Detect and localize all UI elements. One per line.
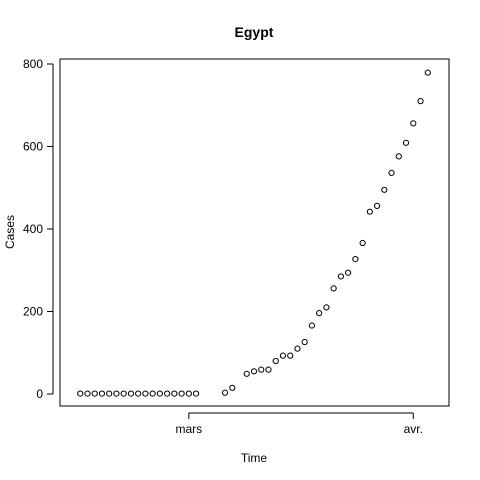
- data-point: [135, 390, 142, 397]
- data-point: [243, 370, 250, 377]
- data-point: [395, 153, 402, 160]
- data-point: [402, 139, 410, 146]
- y-axis-label: Cases: [3, 215, 17, 249]
- data-point: [258, 366, 265, 373]
- data-point: [149, 390, 156, 397]
- x-axis-label: Time: [241, 451, 268, 465]
- data-point: [279, 352, 287, 359]
- y-tick-label: 600: [23, 140, 43, 154]
- data-point: [221, 389, 229, 396]
- y-tick-label: 400: [23, 222, 43, 236]
- data-point: [323, 304, 330, 311]
- data-point: [91, 390, 98, 397]
- data-point: [388, 169, 395, 176]
- data-point: [366, 208, 373, 215]
- data-point: [106, 390, 113, 397]
- data-point: [294, 345, 301, 352]
- data-point: [84, 390, 91, 397]
- y-tick-label: 800: [23, 57, 43, 71]
- data-point: [164, 390, 171, 397]
- plot-frame: [59, 58, 450, 407]
- data-point: [352, 256, 359, 263]
- data-points: [77, 69, 431, 397]
- data-point: [308, 322, 316, 329]
- data-point: [178, 390, 185, 397]
- data-point: [250, 368, 258, 375]
- data-point: [113, 390, 120, 397]
- x-axis: mars avr.: [176, 412, 423, 436]
- data-point: [77, 390, 84, 397]
- data-point: [417, 98, 424, 105]
- data-point: [330, 285, 337, 292]
- chart-title: Egypt: [235, 24, 274, 40]
- data-point: [316, 310, 323, 317]
- y-tick-label: 0: [36, 387, 43, 401]
- data-point: [156, 390, 163, 397]
- data-point: [98, 390, 106, 397]
- data-point: [424, 69, 431, 76]
- x-tick-label: avr.: [404, 422, 423, 436]
- data-point: [410, 120, 417, 127]
- data-point: [301, 338, 308, 346]
- data-point: [287, 352, 294, 359]
- data-point: [229, 384, 236, 391]
- data-point: [171, 390, 178, 397]
- data-point: [127, 390, 135, 397]
- data-point: [359, 239, 366, 247]
- y-tick-label: 200: [23, 305, 43, 319]
- data-point: [373, 202, 381, 209]
- data-point: [345, 269, 352, 276]
- x-tick-label: mars: [176, 422, 203, 436]
- data-point: [337, 273, 344, 280]
- data-point: [185, 390, 192, 397]
- data-point: [192, 390, 200, 397]
- data-point: [272, 357, 279, 365]
- y-axis: 0 200 400 600 800: [23, 57, 54, 401]
- data-point: [120, 390, 127, 397]
- data-point: [265, 366, 272, 373]
- data-point: [381, 186, 388, 193]
- data-point: [142, 390, 149, 397]
